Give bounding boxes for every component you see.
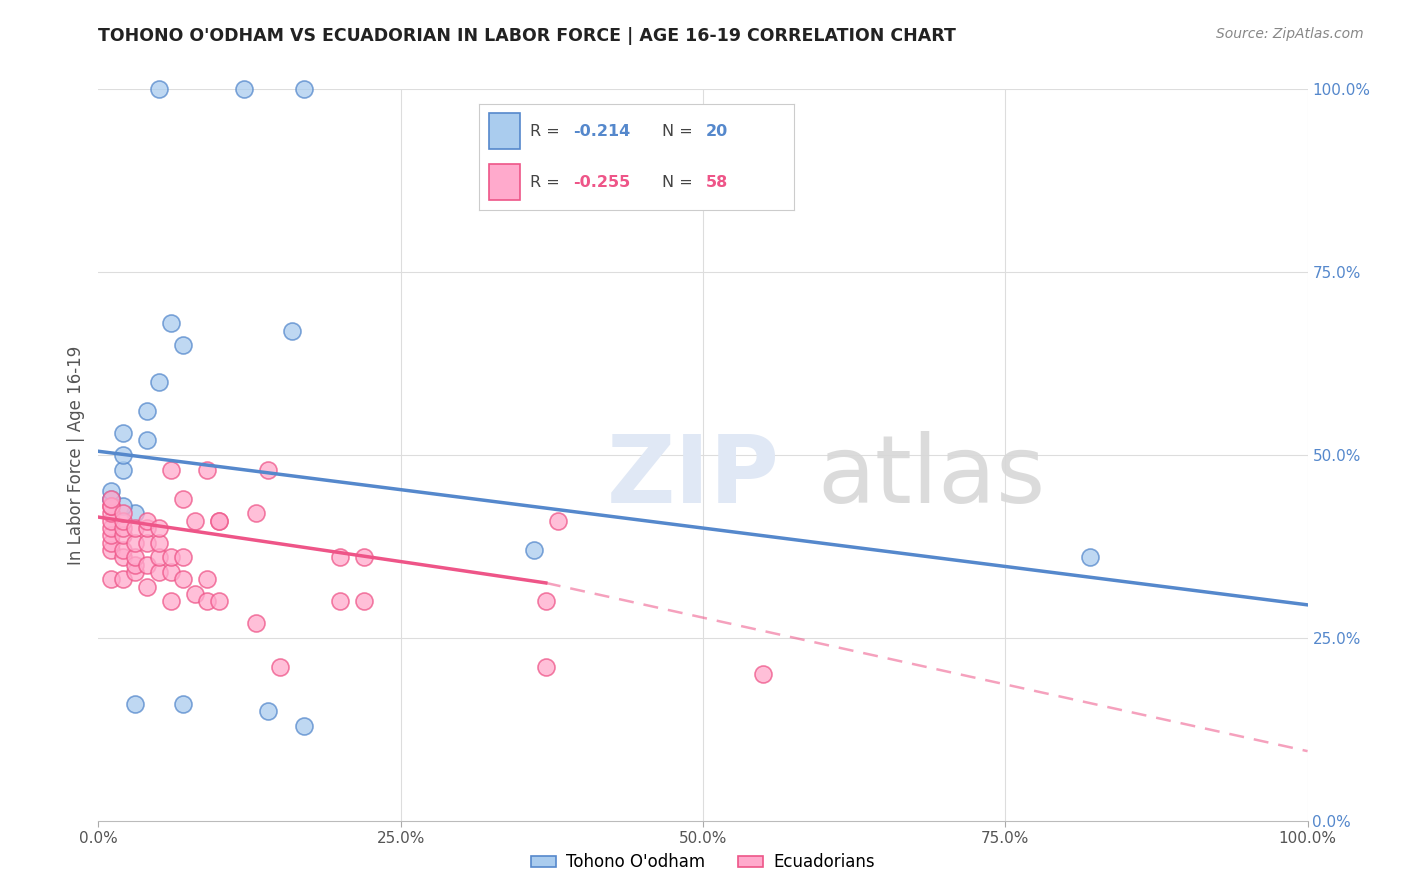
Point: [1078, 550, 1101, 565]
Point: [100, 491, 122, 506]
Point: [100, 499, 122, 513]
Point: [148, 375, 170, 389]
Point: [172, 338, 194, 352]
Text: atlas: atlas: [818, 431, 1046, 523]
Point: [124, 550, 146, 565]
Point: [100, 572, 122, 586]
Point: [124, 697, 146, 711]
Point: [292, 718, 315, 732]
Text: TOHONO O'ODHAM VS ECUADORIAN IN LABOR FORCE | AGE 16-19 CORRELATION CHART: TOHONO O'ODHAM VS ECUADORIAN IN LABOR FO…: [98, 27, 956, 45]
Point: [329, 550, 352, 565]
Point: [135, 558, 157, 572]
Point: [135, 404, 157, 418]
Point: [281, 324, 304, 338]
Point: [256, 704, 278, 718]
Point: [111, 521, 134, 535]
Point: [111, 425, 134, 440]
Point: [111, 543, 134, 558]
Point: [135, 521, 157, 535]
Point: [111, 448, 134, 462]
Point: [752, 667, 775, 681]
Point: [100, 484, 122, 499]
Point: [172, 550, 194, 565]
Point: [148, 535, 170, 549]
Y-axis label: In Labor Force | Age 16-19: In Labor Force | Age 16-19: [66, 345, 84, 565]
Point: [135, 580, 157, 594]
Point: [124, 521, 146, 535]
Point: [160, 594, 183, 608]
Point: [100, 521, 122, 535]
Point: [329, 594, 352, 608]
Point: [111, 499, 134, 513]
Point: [523, 543, 546, 558]
Point: [184, 587, 207, 601]
Point: [111, 550, 134, 565]
Point: [100, 543, 122, 558]
Point: [111, 514, 134, 528]
Point: [111, 507, 134, 521]
Point: [353, 550, 375, 565]
Point: [208, 514, 231, 528]
Text: ZIP: ZIP: [606, 431, 779, 523]
Point: [148, 521, 170, 535]
Point: [100, 499, 122, 513]
Point: [100, 528, 122, 542]
Point: [292, 82, 315, 96]
Point: [100, 491, 122, 506]
Point: [160, 316, 183, 330]
Point: [135, 535, 157, 549]
Point: [111, 462, 134, 476]
Point: [195, 594, 218, 608]
Point: [160, 550, 183, 565]
Point: [135, 514, 157, 528]
Point: [148, 82, 170, 96]
Point: [172, 491, 194, 506]
Point: [208, 514, 231, 528]
Legend: Tohono O'odham, Ecuadorians: Tohono O'odham, Ecuadorians: [524, 847, 882, 878]
Point: [100, 535, 122, 549]
Point: [172, 572, 194, 586]
Point: [195, 572, 218, 586]
Point: [195, 462, 218, 476]
Point: [135, 434, 157, 448]
Point: [245, 616, 267, 631]
Point: [100, 514, 122, 528]
Point: [208, 594, 231, 608]
Point: [245, 507, 267, 521]
Point: [172, 697, 194, 711]
Point: [124, 535, 146, 549]
Point: [256, 462, 278, 476]
Point: [148, 550, 170, 565]
Point: [124, 565, 146, 579]
Point: [111, 528, 134, 542]
Point: [534, 660, 557, 674]
Point: [100, 507, 122, 521]
Point: [353, 594, 375, 608]
Point: [269, 660, 291, 674]
Point: [111, 572, 134, 586]
Point: [547, 514, 569, 528]
Point: [148, 565, 170, 579]
Point: [184, 514, 207, 528]
Point: [232, 82, 254, 96]
Point: [124, 558, 146, 572]
Point: [534, 594, 557, 608]
Point: [100, 491, 122, 506]
Point: [124, 507, 146, 521]
Point: [160, 462, 183, 476]
Point: [160, 565, 183, 579]
Text: Source: ZipAtlas.com: Source: ZipAtlas.com: [1216, 27, 1364, 41]
